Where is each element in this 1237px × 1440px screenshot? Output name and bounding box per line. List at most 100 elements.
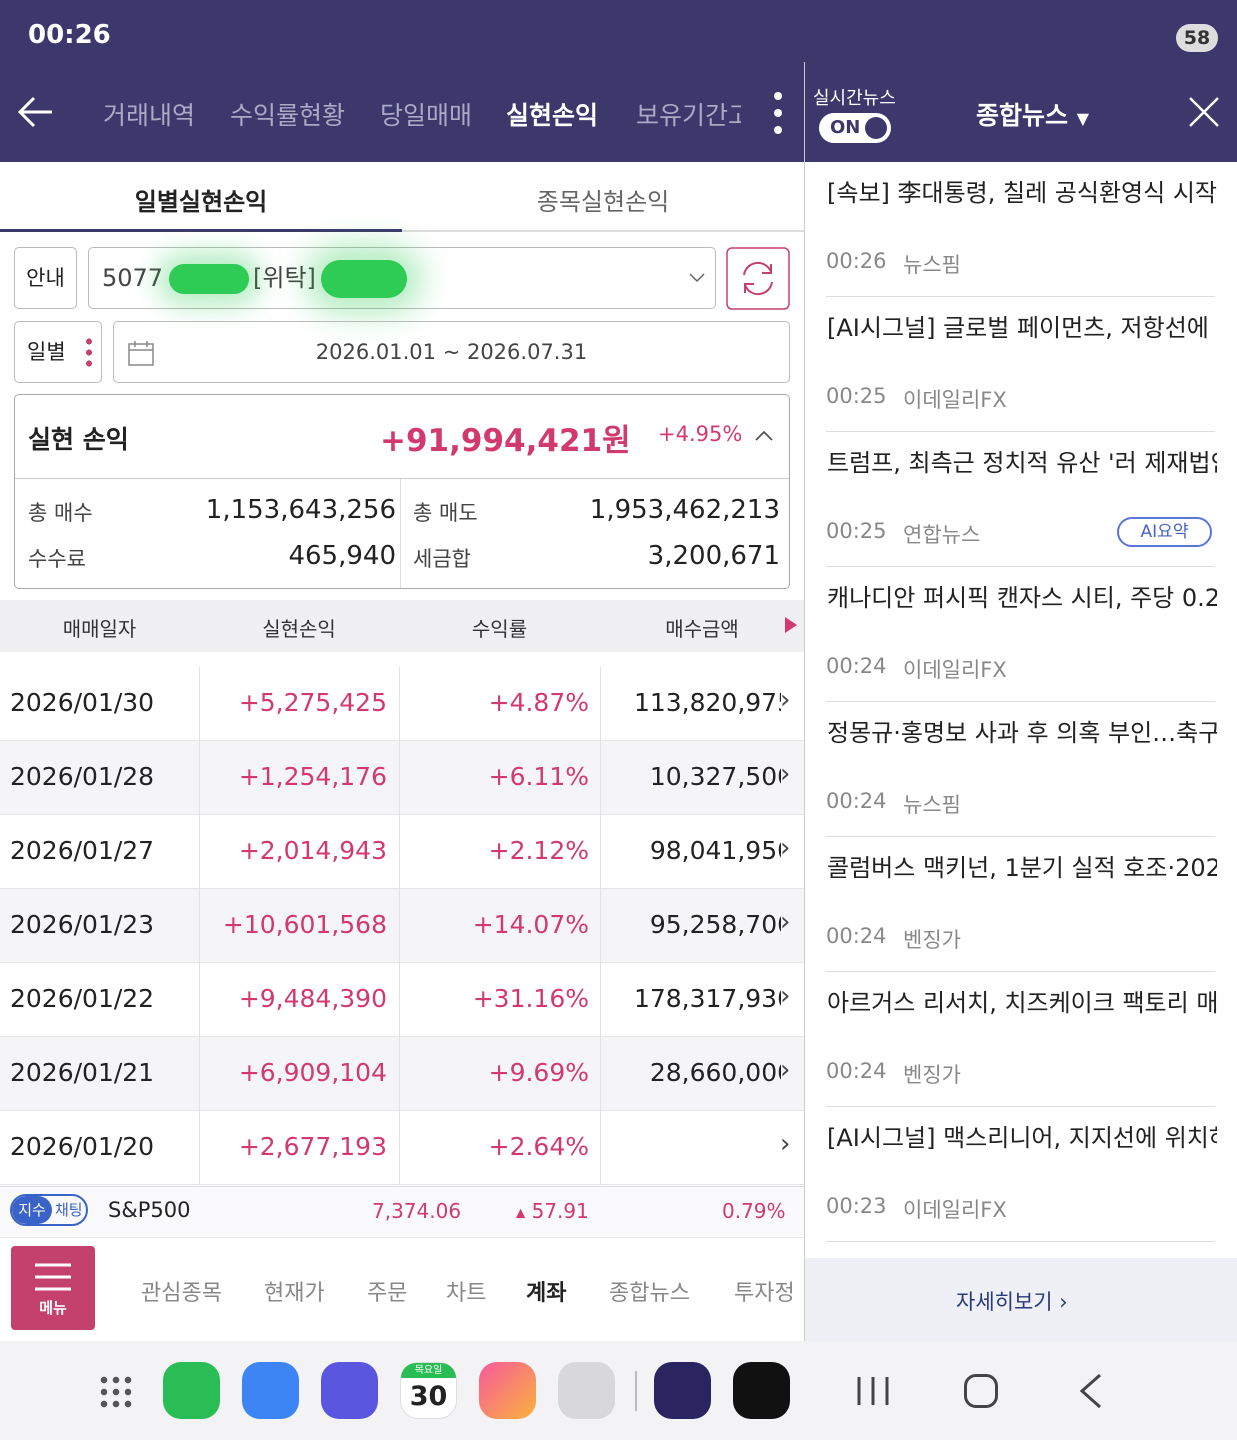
table-row[interactable] <box>0 1037 804 1111</box>
news-source: 뉴스핌 <box>903 793 961 817</box>
sub-tab[interactable]: 일별실현손익 <box>134 188 268 216</box>
nav-tab[interactable]: 실현손익 <box>506 101 599 130</box>
date-range[interactable]: 2026.01.01 ~ 2026.07.31 <box>113 321 790 383</box>
nav-tab[interactable]: 당일매매 <box>380 101 473 130</box>
summary-key: 수수료 <box>28 547 86 571</box>
app-camera[interactable] <box>558 1362 615 1419</box>
dots <box>86 336 92 368</box>
summary-label: 실현 손익 <box>28 425 129 454</box>
bottom-nav-item[interactable]: 현재가 <box>264 1281 325 1306</box>
back-button[interactable] <box>14 92 56 132</box>
sub-tab[interactable]: 종목실현손익 <box>536 188 670 216</box>
summary-value: 1,153,643,256 <box>205 495 396 525</box>
table-header <box>0 600 804 652</box>
news-separator <box>826 701 1215 702</box>
news-item[interactable]: 아르거스 리서치, 치즈케이크 팩토리 매수 유지 목표주가 110달러로 상향… <box>805 975 1237 1110</box>
news-separator <box>826 1106 1215 1107</box>
back-nav[interactable] <box>1078 1373 1104 1409</box>
table-row[interactable] <box>0 889 804 963</box>
bottom-nav-item[interactable]: 투자정 <box>734 1281 794 1306</box>
collapse-icon[interactable] <box>754 428 774 442</box>
calendar-weekday: 목요일 <box>401 1363 456 1378</box>
buy-amount: 95,258,700 <box>649 910 793 939</box>
news-source: 연합뉴스 <box>903 523 981 547</box>
news-item[interactable]: 트럼프, 최측근 정치적 유산 '러 제재법안' 관세 무기로 삼나 00:25 연… <box>805 435 1237 570</box>
guide-button[interactable]: 안내 <box>14 247 77 309</box>
app-m[interactable] <box>733 1362 790 1419</box>
summary-key: 총 매수 <box>28 501 93 525</box>
account-select[interactable]: 5077 [위탁] <box>88 247 716 309</box>
news-item[interactable]: 캐나디안 퍼시픽 캔자스 시티, 주당 0.268달러(CAD) 분기 배당 선… <box>805 570 1237 705</box>
col-line <box>399 741 400 815</box>
col-line <box>399 815 400 889</box>
bottom-nav-item[interactable]: 종합뉴스 <box>609 1281 690 1306</box>
home-button[interactable] <box>964 1374 998 1408</box>
ticker-change: ▲ 57.91 <box>516 1199 589 1223</box>
menu-button[interactable]: 메뉴 <box>11 1246 95 1330</box>
more-link[interactable]: 자세히보기 › <box>956 1290 1068 1314</box>
news-item[interactable]: 콜럼버스 맥키넌, 1분기 실적 호조·2027회계연도 전망 상향에 주가 상… <box>805 840 1237 975</box>
table-row[interactable] <box>0 815 804 889</box>
summary-rate: +4.95% <box>658 422 743 446</box>
header-bg <box>0 0 1237 162</box>
table-header-cell: 수익률 <box>471 617 528 641</box>
news-label: 실시간뉴스 <box>813 88 896 109</box>
table-top-gap <box>0 652 804 667</box>
return-rate: +9.69% <box>488 1058 589 1087</box>
col-line <box>199 963 200 1037</box>
news-toggle[interactable]: ON <box>819 113 891 143</box>
news-item[interactable]: [AI시그널] 글로벌 페이먼츠, 저항선에 근접하며 조정 가능성 00:25 이… <box>805 300 1237 435</box>
scroll-right[interactable] <box>784 616 798 634</box>
period-mode[interactable]: 일별 <box>14 321 102 383</box>
table-row[interactable] <box>0 1111 804 1185</box>
more-button[interactable] <box>768 90 788 136</box>
bottom-nav-item[interactable]: 관심종목 <box>141 1281 222 1306</box>
news-item[interactable]: 정몽규·홍명보 사과 후 의혹 부인…축구협회 청문회 여야 질타에 고성, 문… <box>805 705 1237 840</box>
app-calendar[interactable]: 목요일 30 <box>400 1362 457 1419</box>
summary-amount: +91,994,421원 <box>380 423 631 459</box>
app-messages[interactable] <box>242 1362 299 1419</box>
ticker-badge[interactable]: 지수 채팅 <box>10 1194 88 1226</box>
app-stock[interactable] <box>654 1362 711 1419</box>
refresh-button[interactable] <box>726 247 790 310</box>
nav-tab[interactable]: 거래내역 <box>103 101 196 130</box>
app-phone[interactable] <box>163 1362 220 1419</box>
table-row[interactable] <box>0 963 804 1037</box>
news-separator <box>826 296 1215 297</box>
table-header-cell: 실현손익 <box>262 617 336 641</box>
buy-amount: 28,660,000 <box>649 1058 793 1087</box>
trade-date: 2026/01/30 <box>10 688 155 717</box>
news-item[interactable]: [속보] 李대통령, 칠레 공식환영식 시작…곧 정상회담 돌입 00:26 뉴스핌 <box>805 165 1237 300</box>
news-title[interactable]: 종합뉴스 ▼ <box>976 96 1089 132</box>
row-chevron: › <box>780 759 791 789</box>
news-separator <box>826 836 1215 837</box>
news-time: 00:26 <box>826 249 887 273</box>
date-range-text: 2026.01.01 ~ 2026.07.31 <box>315 340 588 364</box>
dropdown-arrow: ▼ <box>1076 109 1090 128</box>
news-item[interactable]: [AI시그널] 맥스리니어, 지지선에 위치하며 하락세 지속 00:23 이데일리… <box>805 1110 1237 1245</box>
recents-button[interactable] <box>855 1373 891 1409</box>
battery: 58 <box>1176 24 1218 52</box>
col-line <box>600 963 601 1037</box>
close-button[interactable] <box>1188 96 1220 128</box>
news-headline: [AI시그널] 글로벌 페이먼츠, 저항선에 근접하며 조정 가능성 <box>827 314 1217 342</box>
apps-grid[interactable] <box>98 1374 134 1410</box>
bottom-nav-item[interactable]: 계좌 <box>526 1281 567 1306</box>
nav-tab[interactable]: 보유기간고 <box>636 101 741 130</box>
table-header-cell: 매수금액 <box>665 617 739 641</box>
bottom-nav-item[interactable]: 주문 <box>367 1281 408 1306</box>
ai-summary-badge[interactable]: AI요약 <box>1117 517 1212 547</box>
nav-tab[interactable]: 수익률현황 <box>230 101 346 130</box>
return-rate: +2.64% <box>488 1132 589 1161</box>
news-time: 00:24 <box>826 789 887 813</box>
bottom-nav-item[interactable]: 차트 <box>446 1281 487 1306</box>
news-separator <box>826 971 1215 972</box>
news-source: 이데일리FX <box>903 388 1007 412</box>
news-headline: [속보] 李대통령, 칠레 공식환영식 시작…곧 정상회담 돌입 <box>827 179 1217 207</box>
table-row[interactable] <box>0 741 804 815</box>
table-row[interactable] <box>0 667 804 741</box>
return-rate: +31.16% <box>472 984 589 1013</box>
app-internet[interactable] <box>321 1362 378 1419</box>
col-line <box>199 1111 200 1185</box>
app-gallery[interactable] <box>479 1362 536 1419</box>
